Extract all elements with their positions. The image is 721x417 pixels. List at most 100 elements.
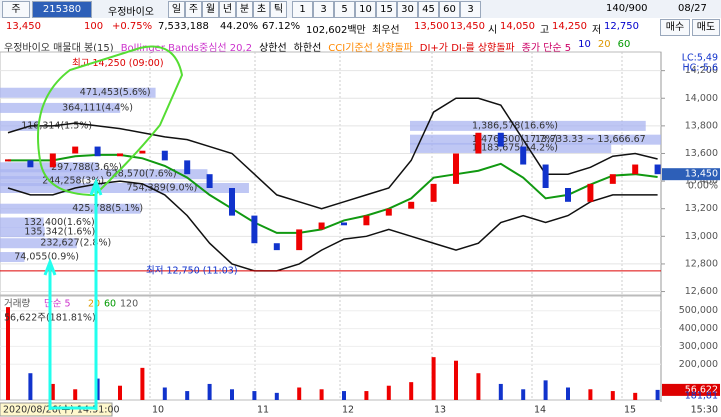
legend-item: DI+가 DI-를 상향돌파 [419,43,515,54]
legend-item: CCI기준선 상향돌파 [328,43,413,54]
legend-item: 상한선 [259,43,287,54]
volume-bar [476,373,481,400]
volume-profile-bar [410,142,612,153]
unit-button[interactable]: 초 [253,1,270,18]
label: 저 [592,25,602,36]
volume-ma: 단순 5 [44,299,71,310]
volume-bar [543,380,548,400]
candle [49,153,56,168]
label: 최우선 [372,25,400,36]
last-price-box [662,168,720,181]
last-volume: 56,622 [685,384,718,395]
volume-profile-bar [0,182,249,193]
volume-bar [655,389,660,400]
period-select[interactable]: 주 [2,1,30,18]
candle [453,153,459,184]
cursor-time: 2020/08/26(수) 14:51:00 [3,405,120,416]
unit-button[interactable]: 년 [219,1,236,18]
unit-button[interactable]: 주 [185,1,202,18]
candle [273,243,280,251]
legend-item: 10 [578,39,591,50]
interval-button[interactable]: 3 [460,1,481,18]
unit-button[interactable]: 월 [202,1,219,18]
volume-profile-label: 74,055(0.9%) [14,252,79,263]
candle [206,174,213,188]
label: 고 [540,25,550,36]
hc-label: HC:-5,6 [682,63,718,74]
unit-button[interactable]: 분 [236,1,253,18]
candle [296,229,303,251]
candle [632,164,639,175]
candle [520,146,527,165]
volume-profile-label: 628,570(7.6%) [106,169,177,180]
high: 14,250 [552,21,587,32]
volume-profile-label: 135,342(1.6%) [24,227,95,238]
candle [497,132,504,147]
legend-item: 60 [617,39,631,50]
volume-profile-label: 471,453(5.6%) [80,87,151,98]
sell-button[interactable]: 매도 [692,19,720,36]
candle [27,160,34,168]
volume-bar [633,392,638,400]
last-price: 13,450 [685,169,718,180]
candle [72,146,79,154]
y-tick-label: 14,000 [685,93,718,104]
volume-bar [185,391,190,400]
volume-profile-label: 754,389(9.0%) [126,182,197,193]
interval-button[interactable]: 30 [397,1,418,18]
volume-bar [230,389,234,400]
interval-button[interactable]: 5 [334,1,355,18]
amount: 102,602백만 [306,25,366,36]
volume-profile-bar [0,102,121,113]
candle [229,187,235,216]
unit-button[interactable]: 일 [168,1,185,18]
y-tick-label: 13,200 [685,203,718,214]
candle [184,160,191,175]
interval-button[interactable]: 15 [376,1,397,18]
ratio: 67.12% [262,21,301,32]
interval-button[interactable]: 10 [355,1,376,18]
volume-bar [498,383,503,400]
interval-button[interactable]: 60 [439,1,460,18]
volume-profile-label: 364,111(4.4%) [62,102,133,113]
x-tick-label: 13 [434,405,446,416]
y-tick-label: 13,000 [685,231,718,242]
candle [385,208,392,216]
volume-bar [386,385,391,400]
volume-bar [140,367,145,400]
volume-bar [274,392,279,400]
indicator-line [7,97,658,210]
indicator-line [7,180,658,272]
volume-bar [431,357,436,400]
candle [542,164,549,188]
legend: 우정바이오 매물대 봉(15) Bollinger Bands중심선 20,2 상한… [0,36,721,54]
y-tick-label: 13,600 [685,148,718,159]
annotation-arrow [43,177,103,410]
volume-profile-bar [0,238,77,249]
volume-bar [364,391,369,400]
legend-item: 우정바이오 매물대 봉(15) [4,43,114,54]
last-volume-box [662,383,720,396]
x-tick-label: 14 [534,405,546,416]
candle [475,132,482,154]
rate: +0.75% [112,21,153,32]
date: 08/27 [678,3,707,14]
interval-button[interactable]: 45 [418,1,439,18]
volume-profile-bar [0,203,141,214]
buy-button[interactable]: 매수 [660,19,690,36]
interval-button[interactable]: 3 [313,1,334,18]
y-tick-label: 300,000 [679,341,718,352]
y-tick-label: 400,000 [679,323,718,334]
candle [117,153,123,157]
y-tick-label: 200,000 [679,359,718,370]
unit-button[interactable]: 틱 [270,1,287,18]
code-input[interactable]: 215380 [32,1,92,18]
volume-profile-label: 132,400(1.6%) [24,217,95,228]
candle [363,215,370,226]
volume-bar [207,383,212,400]
range-label: 13,733.33 ~ 13,666.67 [535,134,646,145]
interval-button[interactable]: 1 [292,1,313,18]
volume-bar [73,389,78,400]
